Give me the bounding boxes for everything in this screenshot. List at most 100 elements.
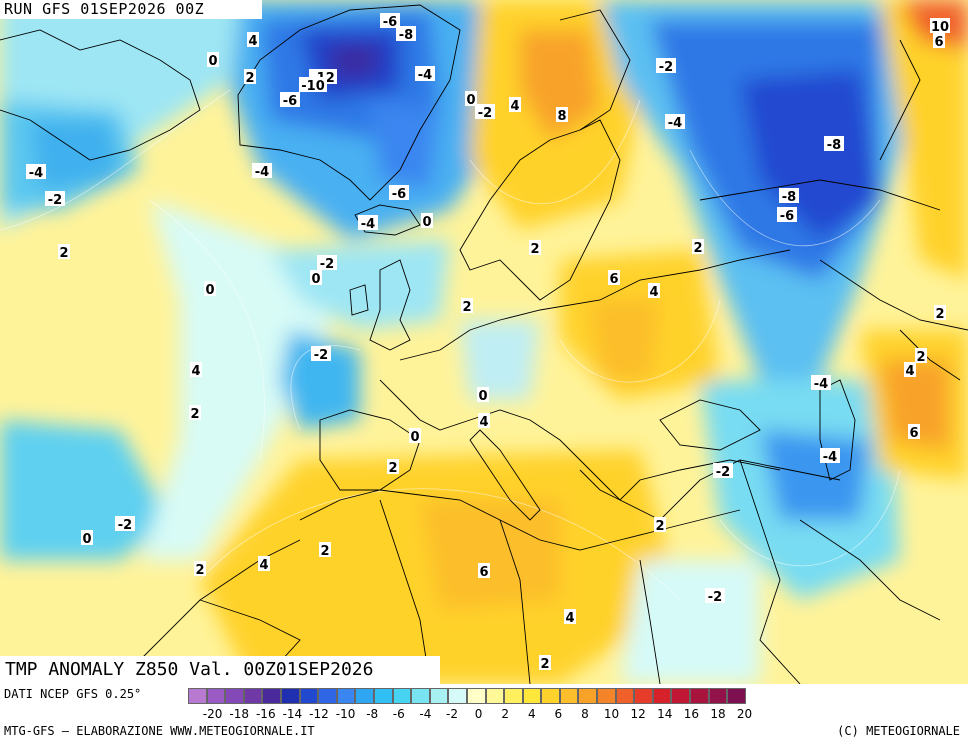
- contour-label: 2: [190, 407, 199, 422]
- contour-label: 2: [540, 657, 549, 672]
- contour-label: 4: [565, 611, 574, 626]
- contour-label-bg: [564, 609, 576, 624]
- legend-swatch: [708, 688, 728, 704]
- legend-swatch: [466, 688, 486, 704]
- contour-label: 2: [59, 246, 68, 261]
- contour-label: -4: [29, 166, 43, 181]
- legend-swatch: [559, 688, 579, 704]
- contour-label-bg: [465, 91, 477, 106]
- contour-label-bg: [692, 239, 704, 254]
- legend-swatch: [690, 688, 709, 704]
- contour-label: 4: [649, 285, 658, 300]
- contour-label: 2: [935, 307, 944, 322]
- contour-label-bg: [705, 588, 725, 603]
- contour-label-bg: [654, 517, 666, 532]
- contour-label-bg: [58, 244, 70, 259]
- contour-label: -8: [827, 138, 841, 153]
- contour-label-bg: [811, 375, 831, 390]
- contour-label-bg: [396, 26, 416, 41]
- legend-swatch: [262, 688, 281, 704]
- contour-label: -4: [418, 68, 432, 83]
- contour-label-bg: [26, 164, 46, 179]
- contour-label: -6: [392, 187, 406, 202]
- contour-label: 4: [905, 364, 914, 379]
- legend-swatch: [634, 688, 653, 704]
- legend-tick-label: 18: [710, 707, 726, 721]
- legend-swatch: [485, 688, 505, 704]
- contour-label-bg: [317, 255, 337, 270]
- contour-label: 2: [388, 461, 397, 476]
- legend-swatch: [597, 688, 616, 704]
- contour-label-bg: [539, 655, 551, 670]
- contour-label-bg: [648, 283, 660, 298]
- contour-label: 2: [195, 563, 204, 578]
- contour-label: 0: [311, 272, 320, 287]
- contour-label-bg: [665, 114, 685, 129]
- legend-tick-label: -16: [255, 707, 276, 721]
- contour-label: 0: [466, 93, 475, 108]
- contour-label-bg: [478, 563, 490, 578]
- temperature-anomaly-map: 402-6-8-12-10-6-40-248-2-4-8-8-6-6106-4-…: [0, 0, 968, 684]
- contour-label: 6: [479, 565, 488, 580]
- contour-label: -6: [780, 209, 794, 224]
- legend-swatch: [504, 688, 523, 704]
- contour-label: 4: [259, 558, 268, 573]
- run-label: RUN GFS 01SEP2026 00Z: [0, 0, 262, 19]
- contour-label: -6: [283, 94, 297, 109]
- isotherm-contours: [0, 89, 901, 601]
- contour-label: -10: [301, 79, 325, 94]
- legend-tick-label: -12: [309, 707, 329, 721]
- legend-swatch: [578, 688, 598, 704]
- contour-label: 0: [422, 215, 431, 230]
- contour-label-bg: [258, 556, 270, 571]
- legend-swatch: [225, 688, 244, 704]
- contour-label: -2: [478, 106, 492, 121]
- legend-swatch: [373, 688, 393, 704]
- legend-swatch: [355, 688, 374, 704]
- contour-label-bg: [81, 530, 93, 545]
- contour-label-bg: [934, 305, 946, 320]
- contour-label-bg: [824, 136, 844, 151]
- contour-label-bg: [252, 163, 272, 178]
- legend-tick-labels: -20 -18 -16 -14 -12 -10 -8 -6 -4 -2 0 2 4 6 8 10 12 14 16 1…: [188, 707, 968, 721]
- contour-label-bg: [478, 413, 490, 428]
- contour-label-bg: [311, 346, 331, 361]
- contour-label-bg: [45, 191, 65, 206]
- contour-label-bg: [933, 33, 945, 48]
- legend-swatch: [671, 688, 691, 704]
- contour-label: 2: [320, 544, 329, 559]
- coastlines-and-borders: [0, 4, 968, 684]
- contour-label: 4: [248, 34, 257, 49]
- contour-label-bg: [207, 52, 219, 67]
- contour-label: -2: [708, 590, 722, 605]
- contour-label-bg: [656, 58, 676, 73]
- contour-label: 4: [191, 364, 200, 379]
- contour-label-bg: [713, 463, 733, 478]
- color-scale-legend: [188, 688, 746, 704]
- contour-label-bg: [389, 185, 409, 200]
- contour-label: -2: [48, 193, 62, 208]
- legend-tick-label: 4: [527, 707, 536, 721]
- contour-label-bg: [915, 348, 927, 363]
- legend-swatch: [318, 688, 337, 704]
- contour-label: 0: [410, 430, 419, 445]
- legend-tick-label: -6: [392, 707, 405, 721]
- anomaly-field: [0, 0, 968, 684]
- contour-label: -4: [255, 165, 269, 180]
- contour-label: 10: [931, 20, 949, 35]
- legend-tick-label: -10: [335, 707, 356, 721]
- contour-label-bg: [556, 107, 568, 122]
- contour-label: -4: [361, 217, 375, 232]
- contour-label-bg: [115, 516, 135, 531]
- contour-label: 0: [478, 389, 487, 404]
- contour-label-bg: [779, 188, 799, 203]
- contour-label: 2: [530, 242, 539, 257]
- legend-tick-label: 2: [501, 707, 509, 721]
- legend-swatch: [652, 688, 672, 704]
- legend-swatch: [188, 688, 207, 704]
- contour-label-bg: [310, 270, 322, 285]
- contour-label-bg: [475, 104, 495, 119]
- contour-labels: 402-6-8-12-10-6-40-248-2-4-8-8-6-6106-4-…: [26, 13, 950, 672]
- contour-label: 2: [245, 71, 254, 86]
- legend-tick-label: -18: [229, 707, 249, 721]
